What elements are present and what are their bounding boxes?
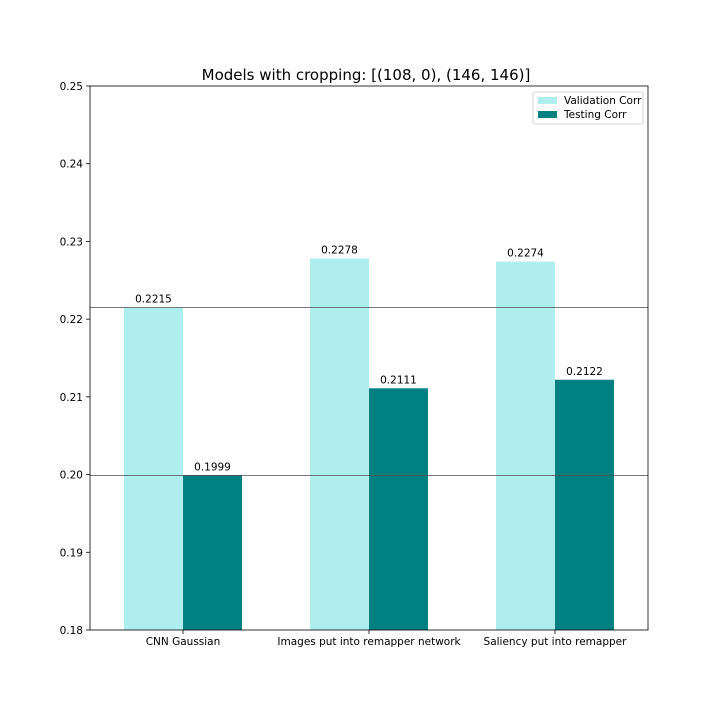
y-tick-label: 0.23 [60, 236, 83, 248]
bar-validation-3 [496, 261, 555, 630]
legend-label: Validation Corr [564, 95, 642, 107]
bar-validation-1 [124, 307, 183, 630]
x-tick-label: CNN Gaussian [146, 636, 221, 648]
bar-value-label: 0.2278 [321, 245, 358, 257]
y-tick-label: 0.24 [60, 159, 84, 171]
bar-value-labels: 0.2215 0.1999 0.2278 0.2111 0.2274 0.2122 [135, 245, 603, 474]
y-tick-label: 0.25 [60, 81, 83, 93]
x-tick-label: Images put into remapper network [277, 636, 461, 648]
bars-layer [124, 258, 614, 630]
y-tick-label: 0.21 [60, 392, 83, 404]
legend-label: Testing Corr [563, 109, 627, 121]
plot-frame [89, 85, 649, 631]
x-tick-label: Saliency put into remapper [484, 636, 628, 648]
bar-value-label: 0.2274 [507, 248, 544, 260]
y-tick-label: 0.19 [60, 547, 83, 559]
y-tick-label: 0.22 [60, 314, 83, 326]
y-tick-label: 0.20 [60, 470, 83, 482]
y-tick-label: 0.18 [60, 625, 83, 637]
reference-lines [90, 307, 648, 476]
bar-validation-2 [310, 258, 369, 630]
bar-testing-1 [183, 475, 242, 630]
bar-value-label: 0.2111 [380, 374, 417, 386]
bar-value-label: 0.2122 [566, 366, 603, 378]
legend: Validation Corr Testing Corr [532, 91, 644, 125]
bar-value-label: 0.2215 [135, 293, 172, 305]
axes: CNN Gaussian Images put into remapper net… [60, 81, 649, 648]
legend-box [532, 91, 644, 125]
legend-swatch [538, 111, 557, 118]
legend-swatch [538, 97, 557, 104]
bar-testing-2 [369, 388, 428, 630]
bar-value-label: 0.1999 [194, 461, 231, 473]
bar-testing-3 [555, 379, 614, 630]
chart-title: Models with cropping: [(108, 0), (146, 1… [202, 66, 531, 84]
